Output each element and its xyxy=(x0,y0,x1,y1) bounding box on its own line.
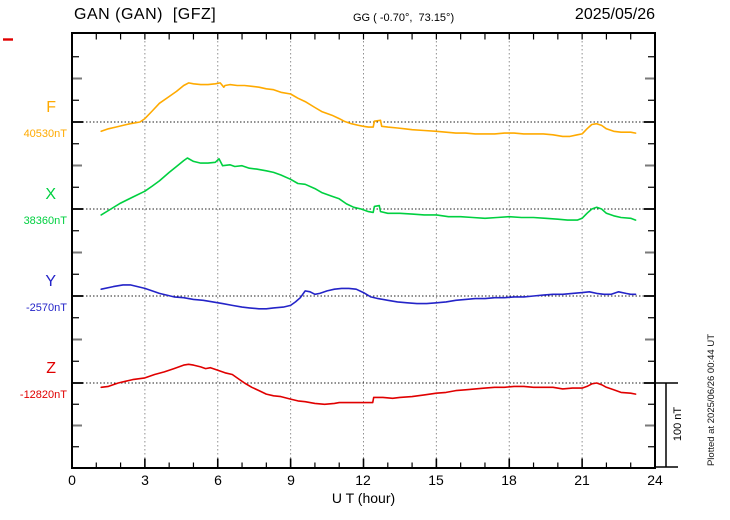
component-baseline-X: 38360nT xyxy=(23,215,67,227)
component-label-F: F 40530nT xyxy=(0,99,68,141)
plotted-at-timestamp: Plotted at 2025/06/26 00:44 UT xyxy=(706,333,717,467)
x-axis-title: U T (hour) xyxy=(331,490,396,506)
component-baseline-F: 40530nT xyxy=(23,128,67,140)
component-label-Z: Z -12820nT xyxy=(0,360,68,402)
x-tick-label-21: 21 xyxy=(574,472,590,488)
series-Z-line xyxy=(100,363,637,406)
x-tick-label-18: 18 xyxy=(501,472,517,488)
axis-ticks xyxy=(73,34,654,467)
series-Y-line xyxy=(100,284,637,310)
component-letter-Y: Y xyxy=(45,273,56,290)
plot-frame xyxy=(71,32,656,469)
component-label-X: X 38360nT xyxy=(0,186,68,228)
x-tick-label-12: 12 xyxy=(355,472,371,488)
geographic-coords: GG ( -0.70°, 73.15°) xyxy=(353,12,455,24)
plot-date: 2025/05/26 xyxy=(574,6,655,23)
scale-bar-label: 100 nT xyxy=(672,406,684,442)
series-X-line xyxy=(100,157,637,221)
component-letter-Z: Z xyxy=(46,360,56,377)
component-baseline-Z: -12820nT xyxy=(19,389,67,401)
station-title: GAN (GAN) [GFZ] xyxy=(74,6,217,23)
x-tick-label-9: 9 xyxy=(287,472,295,488)
x-tick-label-6: 6 xyxy=(214,472,222,488)
baseline-dotted-lines xyxy=(72,121,655,384)
x-tick-label-0: 0 xyxy=(68,472,76,488)
x-tick-label-15: 15 xyxy=(428,472,444,488)
component-baseline-Y: -2570nT xyxy=(26,302,67,314)
x-tick-label-24: 24 xyxy=(647,472,663,488)
scale-bar xyxy=(655,382,678,468)
gridlines xyxy=(144,33,583,468)
series-F-line xyxy=(100,82,637,138)
series-lines xyxy=(100,82,637,406)
component-letter-X: X xyxy=(45,186,56,203)
x-tick-label-3: 3 xyxy=(141,472,149,488)
component-letter-F: F xyxy=(46,99,56,116)
component-label-Y: Y -2570nT xyxy=(0,273,68,315)
